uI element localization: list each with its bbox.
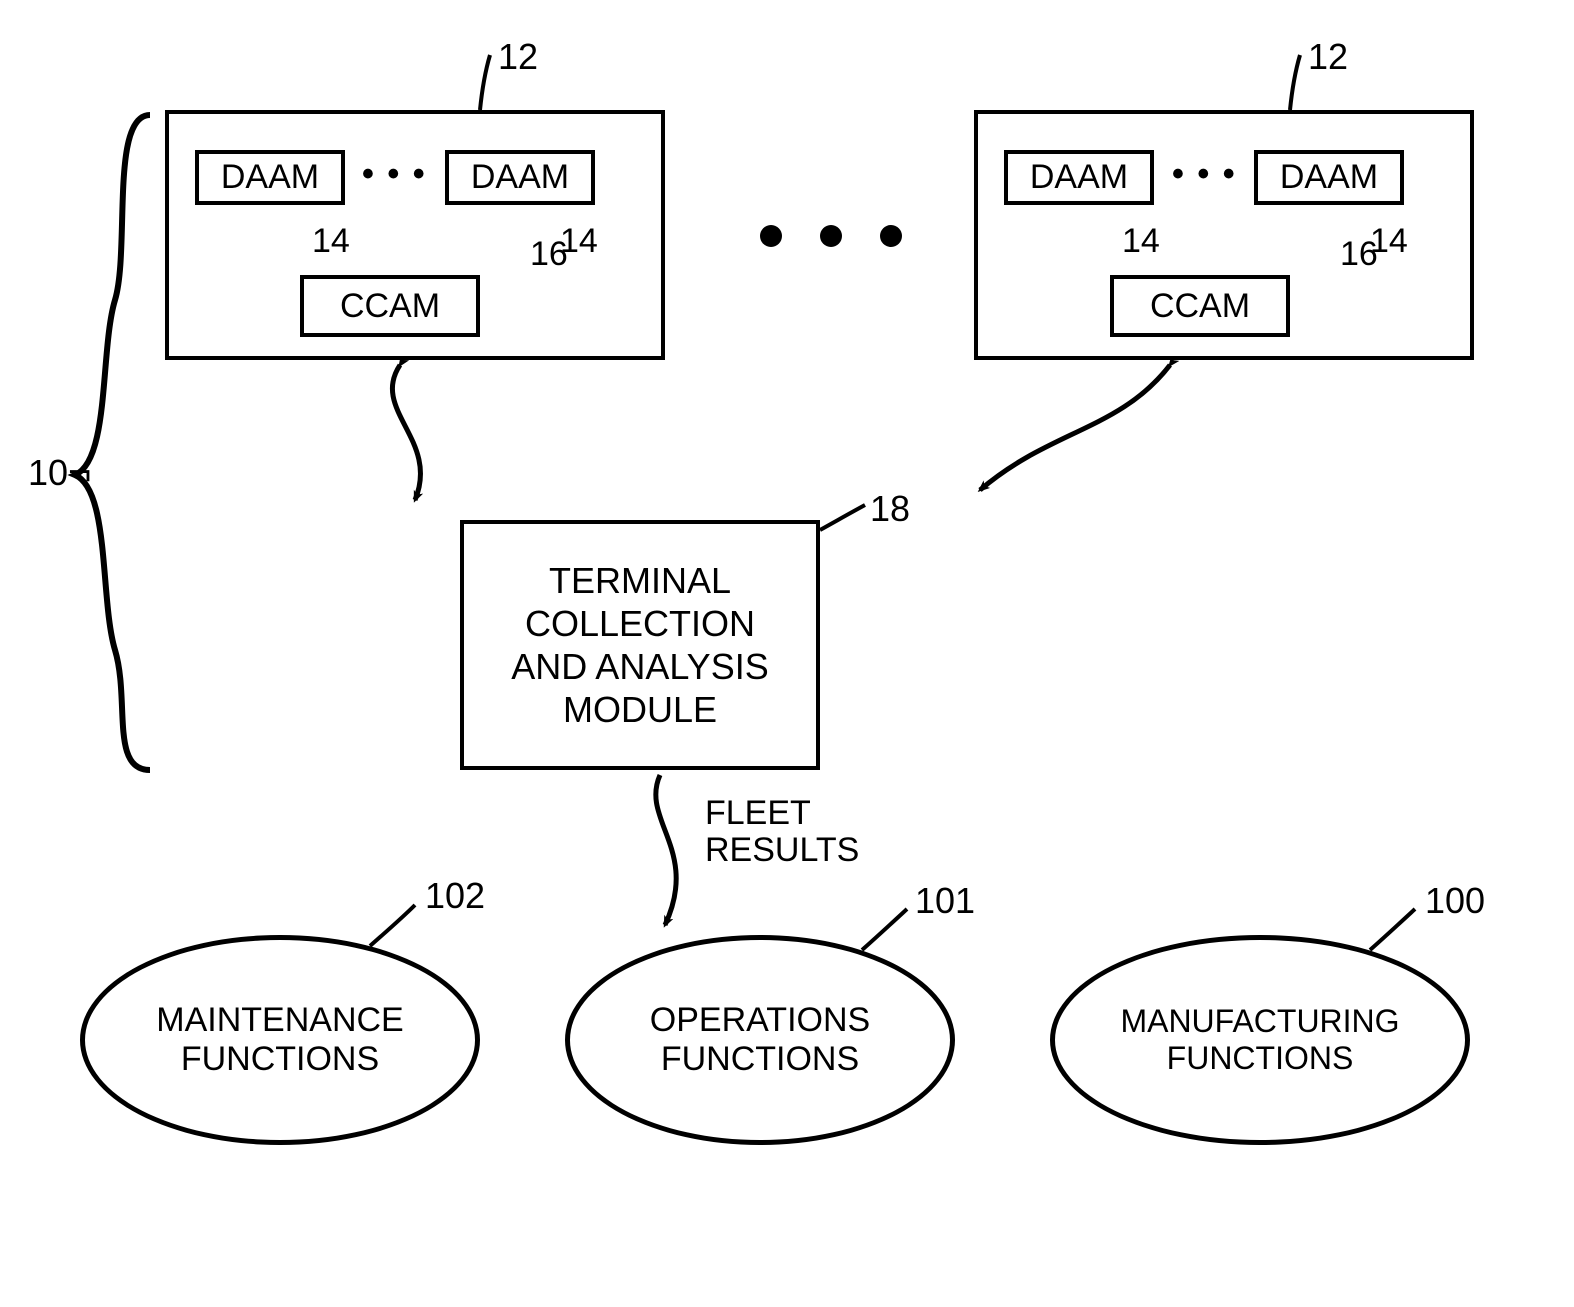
daam-label: DAAM [1030,157,1128,198]
ref-18: 18 [870,488,910,530]
daam-box-right-a: DAAM [1004,150,1154,205]
ref-101: 101 [915,880,975,922]
leader-102 [370,905,415,946]
ref-10-text: 10 [28,452,68,493]
diagram-canvas: 10⁠¬ DAAM DAAM • • • CCAM 12 14 14 16 DA… [0,0,1574,1307]
leader-18 [820,505,865,530]
daam-label: DAAM [221,157,319,198]
ref-100: 100 [1425,880,1485,922]
ccam-label: CCAM [340,286,440,327]
operations-label: OPERATIONS FUNCTIONS [650,1001,870,1079]
brace-10 [75,115,150,770]
between-dot-2 [820,225,842,247]
ref-16-left: 16 [530,235,568,274]
daam-label: DAAM [1280,157,1378,198]
maintenance-ellipse: MAINTENANCE FUNCTIONS [80,935,480,1145]
terminal-box: TERMINAL COLLECTION AND ANALYSIS MODULE [460,520,820,770]
arrow-fleet-results [656,775,676,925]
ref-12-right: 12 [1308,36,1348,78]
ref-14-left-a: 14 [312,222,350,261]
operations-ellipse: OPERATIONS FUNCTIONS [565,935,955,1145]
daam-label: DAAM [471,157,569,198]
arrow-ccam-terminal-left [392,365,420,500]
arrow-ccam-terminal-right [980,365,1170,490]
ref-16-right: 16 [1340,235,1378,274]
terminal-label: TERMINAL COLLECTION AND ANALYSIS MODULE [511,559,768,732]
leader-12-left [480,55,490,110]
maintenance-label: MAINTENANCE FUNCTIONS [156,1001,403,1079]
between-dot-3 [880,225,902,247]
manufacturing-label: MANUFACTURING FUNCTIONS [1120,1003,1399,1077]
between-dot-1 [760,225,782,247]
ref-102: 102 [425,875,485,917]
ref-10-label: 10⁠¬ [28,450,91,495]
ref-14-right-a: 14 [1122,222,1160,261]
daam-box-right-b: DAAM [1254,150,1404,205]
leader-101 [862,909,907,950]
leader-12-right [1290,55,1300,110]
fleet-results-label: FLEET RESULTS [705,795,859,870]
ccam-box-left: CCAM [300,275,480,337]
ref-12-left: 12 [498,36,538,78]
ccam-label: CCAM [1150,286,1250,327]
daam-ellipsis-right: • • • [1172,155,1237,194]
leader-100 [1370,909,1415,950]
daam-box-left-b: DAAM [445,150,595,205]
daam-ellipsis-left: • • • [362,155,427,194]
daam-box-left-a: DAAM [195,150,345,205]
manufacturing-ellipse: MANUFACTURING FUNCTIONS [1050,935,1470,1145]
ccam-box-right: CCAM [1110,275,1290,337]
